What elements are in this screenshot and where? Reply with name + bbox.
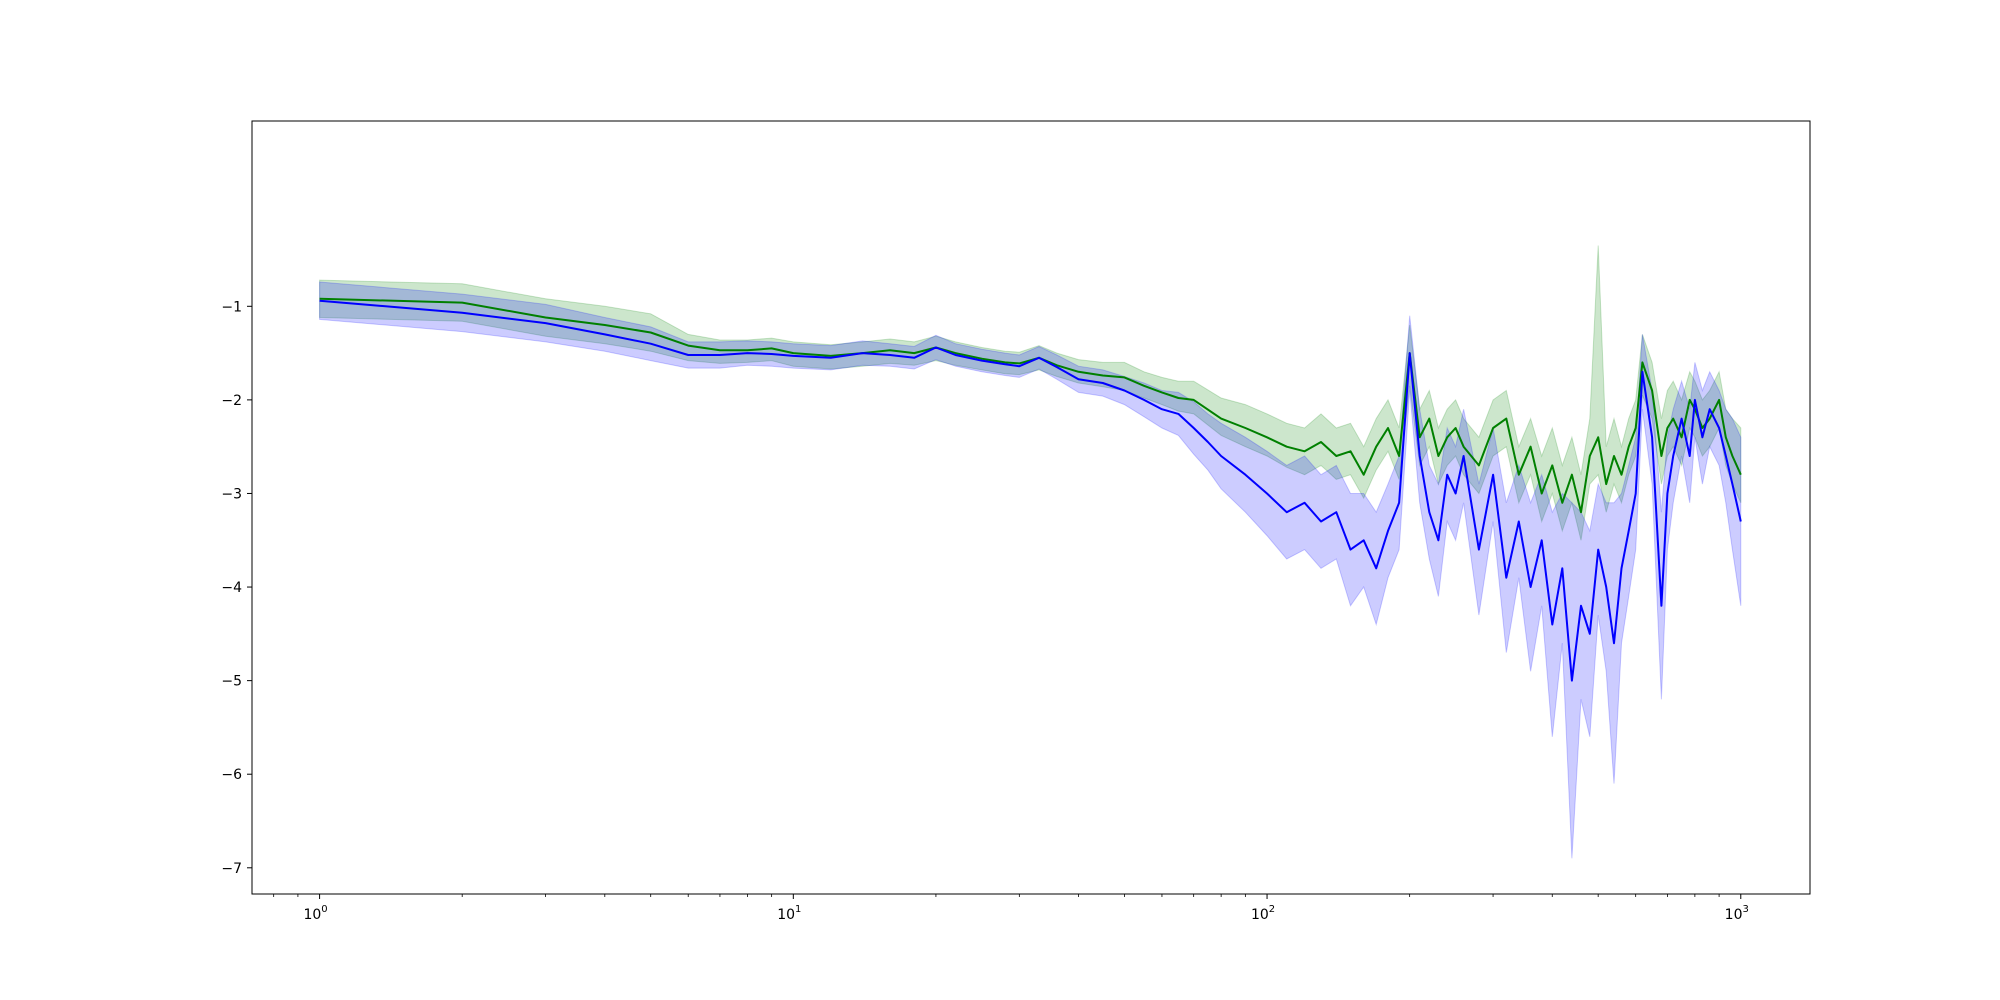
confidence-bands	[319, 245, 1742, 859]
y-axis: −1 −2 −3 −4 −5 −6 −7	[221, 299, 252, 877]
x-axis: 100 101 102 103	[273, 894, 1749, 923]
series-lines	[319, 297, 1742, 682]
series-1-band	[319, 281, 1742, 859]
x-tick-label: 100	[303, 904, 327, 923]
y-tick-label: −3	[221, 486, 242, 502]
x-tick-label: 101	[777, 904, 801, 923]
x-tick-label: 102	[1251, 904, 1275, 923]
y-tick-label: −6	[221, 767, 242, 783]
series-0-band	[319, 245, 1742, 541]
y-tick-label: −2	[221, 393, 242, 409]
series-0-line	[319, 297, 1742, 514]
x-tick-label: 103	[1725, 904, 1749, 923]
plot-area-frame	[251, 120, 1811, 895]
y-tick-label: −7	[221, 861, 242, 877]
y-tick-label: −1	[221, 299, 242, 315]
y-tick-label: −4	[221, 580, 242, 596]
y-tick-label: −5	[221, 674, 242, 690]
series-1-line	[319, 299, 1742, 682]
